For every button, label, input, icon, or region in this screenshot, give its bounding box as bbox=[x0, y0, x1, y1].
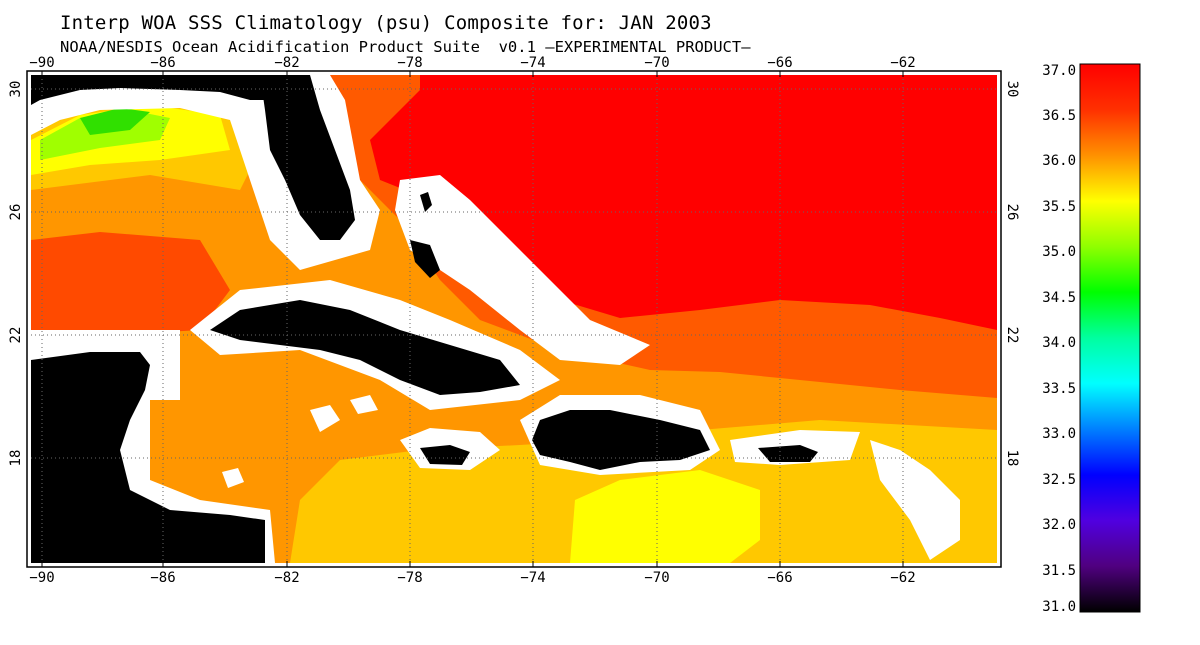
lat-label-right: 30 bbox=[1004, 81, 1020, 98]
lon-label-bottom: −70 bbox=[644, 570, 669, 586]
lon-label-bottom: −86 bbox=[150, 570, 175, 586]
lon-label-bottom: −66 bbox=[767, 570, 792, 586]
colorbar-label: 33.0 bbox=[1042, 426, 1076, 442]
lon-label-top: −66 bbox=[767, 55, 792, 71]
colorbar-label: 31.5 bbox=[1042, 563, 1076, 579]
lat-label-left: 26 bbox=[8, 204, 24, 221]
colorbar-label: 32.5 bbox=[1042, 472, 1076, 488]
lon-label-top: −78 bbox=[397, 55, 422, 71]
colorbar bbox=[1079, 63, 1141, 613]
lon-label-top: −90 bbox=[29, 55, 54, 71]
salinity-field bbox=[31, 75, 997, 563]
lon-label-top: −62 bbox=[890, 55, 915, 71]
frame-ticks bbox=[41, 71, 904, 567]
colorbar-label: 36.5 bbox=[1042, 108, 1076, 124]
colorbar-label: 31.0 bbox=[1042, 599, 1076, 615]
lon-label-top: −74 bbox=[520, 55, 545, 71]
colorbar-label: 35.0 bbox=[1042, 244, 1076, 260]
map-subtitle: NOAA/NESDIS Ocean Acidification Product … bbox=[60, 38, 751, 56]
lat-label-left: 18 bbox=[8, 450, 24, 467]
nodata-bahamas bbox=[395, 175, 650, 365]
colorbar-labels: 37.0 36.5 36.0 35.5 35.0 34.5 34.0 33.5 … bbox=[1042, 63, 1076, 615]
lon-label-bottom: −62 bbox=[890, 570, 915, 586]
nodata-lesser-antilles bbox=[870, 440, 960, 560]
colorbar-label: 36.0 bbox=[1042, 153, 1076, 169]
lon-labels-bottom: −90 −86 −82 −78 −74 −70 −66 −62 bbox=[29, 570, 915, 586]
lat-label-left: 22 bbox=[8, 327, 24, 344]
lon-label-bottom: −78 bbox=[397, 570, 422, 586]
nodata-island-a bbox=[310, 405, 340, 432]
lat-label-right: 26 bbox=[1004, 204, 1020, 221]
lat-labels-left: 30 26 22 18 bbox=[8, 81, 24, 467]
lon-label-top: −86 bbox=[150, 55, 175, 71]
nodata-island-b bbox=[350, 395, 378, 414]
lon-label-bottom: −74 bbox=[520, 570, 545, 586]
lon-label-bottom: −82 bbox=[274, 570, 299, 586]
colorbar-label: 34.0 bbox=[1042, 335, 1076, 351]
map-title: Interp WOA SSS Climatology (psu) Composi… bbox=[60, 12, 712, 34]
lon-labels-top: −90 −86 −82 −78 −74 −70 −66 −62 bbox=[29, 55, 915, 71]
nodata-island-c bbox=[222, 468, 244, 488]
colorbar-label: 37.0 bbox=[1042, 63, 1076, 79]
colorbar-label: 32.0 bbox=[1042, 517, 1076, 533]
colorbar-label: 34.5 bbox=[1042, 290, 1076, 306]
lon-label-top: −82 bbox=[274, 55, 299, 71]
salinity-band-35-5-south bbox=[570, 470, 760, 563]
colorbar-label: 35.5 bbox=[1042, 199, 1076, 215]
lon-label-top: −70 bbox=[644, 55, 669, 71]
lon-label-bottom: −90 bbox=[29, 570, 54, 586]
lat-label-left: 30 bbox=[8, 81, 24, 98]
salinity-band-gulf-34-5 bbox=[80, 108, 150, 135]
grid-lines bbox=[31, 75, 997, 563]
lat-label-right: 18 bbox=[1004, 450, 1020, 467]
lat-labels-right: 30 26 22 18 bbox=[1004, 81, 1020, 467]
lat-label-right: 22 bbox=[1004, 327, 1020, 344]
salinity-band-gulf-36-5 bbox=[31, 232, 230, 340]
colorbar-label: 33.5 bbox=[1042, 381, 1076, 397]
